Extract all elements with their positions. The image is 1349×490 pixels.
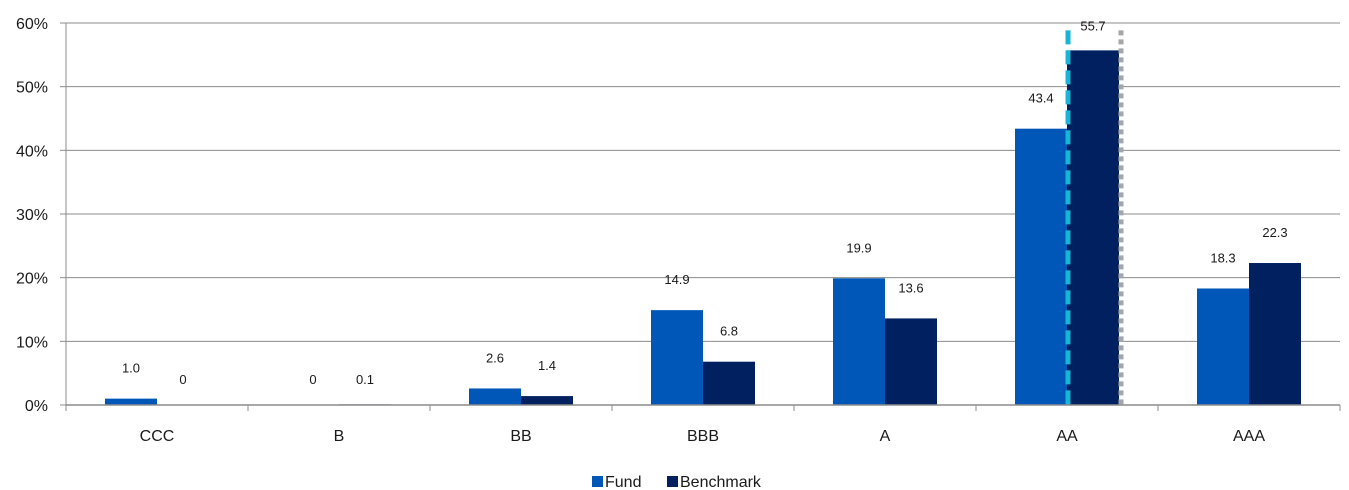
data-label: 2.6 <box>486 350 504 365</box>
y-tick-label: 10% <box>16 334 48 351</box>
bars <box>105 50 1301 406</box>
x-category-label: AA <box>1056 428 1078 445</box>
data-label: 18.3 <box>1210 250 1235 265</box>
x-axis <box>65 23 1341 411</box>
data-label: 1.4 <box>538 358 556 373</box>
benchmark-bar <box>1249 263 1301 405</box>
y-tick-label: 30% <box>16 207 48 224</box>
benchmark-bar <box>703 361 755 405</box>
data-label: 14.9 <box>664 272 689 287</box>
y-tick-label: 0% <box>25 398 48 415</box>
data-label: 13.6 <box>898 280 923 295</box>
data-label: 0 <box>309 372 316 387</box>
y-axis-tick-labels: 0% 10% 20% 30% 40% 50% 60% <box>16 16 48 415</box>
x-category-label: BBB <box>687 428 719 445</box>
highlight-lines <box>1065 30 1124 405</box>
data-label: 1.0 <box>122 361 140 376</box>
y-tick-label: 40% <box>16 143 48 160</box>
benchmark-bar <box>885 318 937 405</box>
data-labels: 1.0 0 0 0.1 2.6 1.4 14.9 6.8 19.9 13.6 43.4 55.7 18.… <box>122 18 1288 387</box>
x-axis-category-labels: CCC B BB BBB A AA AAA <box>140 428 1266 445</box>
y-tick-label: 60% <box>16 16 48 33</box>
benchmark-legend-swatch <box>667 476 678 487</box>
x-category-label: BB <box>510 428 531 445</box>
data-label: 22.3 <box>1262 225 1287 240</box>
data-label: 19.9 <box>846 240 871 255</box>
fund-bar <box>105 398 157 405</box>
legend-label: Benchmark <box>680 474 762 490</box>
fund-legend-swatch <box>592 476 603 487</box>
benchmark-bar <box>1067 50 1119 405</box>
data-label: 0.1 <box>356 372 374 387</box>
x-category-label: CCC <box>140 428 175 445</box>
legend-label: Fund <box>605 474 641 490</box>
x-category-label: AAA <box>1233 428 1265 445</box>
y-tick-label: 20% <box>16 271 48 288</box>
fund-bar <box>651 310 703 405</box>
data-label: 55.7 <box>1080 18 1105 33</box>
x-category-label: B <box>334 428 345 445</box>
x-category-label: A <box>880 428 891 445</box>
data-label: 6.8 <box>720 324 738 339</box>
y-tick-label: 50% <box>16 80 48 97</box>
data-label: 43.4 <box>1028 91 1053 106</box>
legend: Fund Benchmark <box>592 474 762 490</box>
gridlines <box>60 22 1340 406</box>
benchmark-bar <box>521 396 573 405</box>
fund-bar <box>833 278 885 405</box>
fund-bar <box>469 388 521 405</box>
data-label: 0 <box>179 372 186 387</box>
fund-bar <box>1197 288 1249 405</box>
fund-bar <box>1015 128 1067 406</box>
